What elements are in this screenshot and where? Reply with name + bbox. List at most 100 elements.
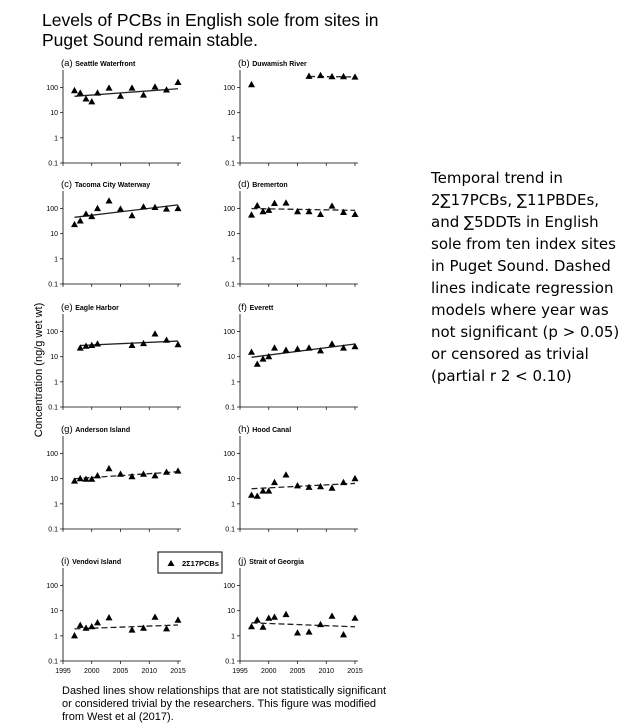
figure-description: Temporal trend in 2∑17PCBs, ∑11PBDEs, an… (431, 169, 620, 385)
data-point (94, 89, 101, 96)
panel-name: Vendovi Island (72, 559, 121, 566)
y-tick-label: 10 (227, 354, 235, 361)
panel-everett: 0.1 1 10 100 (f) Everett (223, 302, 359, 412)
y-tick-label: 0.1 (225, 659, 235, 666)
data-point (82, 95, 90, 102)
data-point (105, 614, 113, 621)
panel-name: Bremerton (252, 182, 287, 189)
panel-title: (a) Seattle Waterfront (61, 58, 136, 69)
trend-line (251, 343, 356, 358)
y-tick-label: 1 (54, 256, 58, 263)
data-point (117, 92, 124, 99)
panel-tacoma-city-waterway: 0.1 1 10 100 (c) Tacoma City Waterway (46, 179, 182, 289)
legend-label: 2Σ17PCBs (182, 559, 219, 568)
panel-letter: (a) (61, 58, 75, 69)
y-tick-label: 100 (223, 583, 235, 590)
panel-title: (b) Duwamish River (238, 58, 307, 69)
panel-title: (j) Strait of Georgia (238, 556, 304, 567)
data-point (76, 474, 84, 482)
data-point (253, 360, 261, 367)
data-point (88, 98, 96, 105)
data-point (259, 207, 267, 215)
data-point (174, 204, 182, 212)
data-point (265, 614, 273, 621)
data-point (340, 631, 347, 638)
data-point (317, 71, 324, 79)
data-point (128, 84, 136, 91)
data-point (282, 199, 290, 206)
y-tick-label: 1 (54, 633, 58, 640)
data-point (71, 220, 78, 228)
panel-letter: (g) (61, 424, 75, 435)
panel-letter: (i) (61, 556, 72, 567)
panel-letter: (d) (238, 179, 252, 190)
y-tick-label: 10 (227, 231, 235, 238)
data-point (105, 464, 113, 472)
data-point (248, 211, 255, 218)
panel-title: (c) Tacoma City Waterway (61, 179, 150, 190)
y-tick-label: 0.1 (48, 161, 58, 168)
panel-title: (g) Anderson Island (61, 424, 130, 435)
data-point (151, 613, 159, 620)
trend-line (80, 340, 179, 347)
data-point (340, 72, 347, 80)
data-point (82, 342, 90, 349)
data-point (94, 204, 101, 212)
data-point (248, 491, 255, 498)
data-point (265, 206, 273, 213)
data-point (271, 344, 278, 351)
data-point (305, 207, 313, 215)
y-tick-label: 100 (46, 206, 58, 213)
panel-title: (f) Everett (238, 302, 274, 313)
panel-duwamish-river: 0.1 1 10 100 (b) Duwamish River (223, 58, 359, 168)
data-point (163, 205, 170, 212)
data-point (128, 626, 136, 633)
data-point (305, 344, 313, 351)
y-tick-label: 100 (223, 329, 235, 336)
panel-letter: (f) (238, 302, 250, 313)
panel-name: Eagle Harbor (75, 305, 119, 312)
y-tick-label: 1 (231, 633, 235, 640)
data-point (259, 355, 267, 362)
y-axis-label: Concentration (ng/g wet wt) (33, 303, 45, 438)
data-point (174, 616, 182, 623)
data-point (340, 478, 347, 486)
x-tick-label: 2015 (170, 668, 186, 675)
data-point (328, 484, 336, 491)
data-point (163, 86, 170, 93)
panel-hood-canal: 0.1 1 10 100 (h) Hood Canal (223, 424, 359, 534)
data-point (294, 207, 301, 215)
data-point (271, 199, 278, 206)
y-tick-label: 100 (46, 329, 58, 336)
x-tick-label: 2005 (113, 668, 129, 675)
data-point (76, 217, 84, 224)
data-point (282, 610, 290, 618)
data-point (351, 73, 359, 80)
data-point (163, 336, 170, 343)
figure-caption: Dashed lines show relationships that are… (62, 685, 387, 723)
data-point (317, 482, 324, 490)
data-point (259, 487, 267, 494)
data-point (305, 628, 313, 635)
data-point (271, 478, 278, 486)
panel-letter: (e) (61, 302, 75, 313)
data-point (117, 470, 124, 477)
panel-vendovi-island: 0.1 1 10 100 1995 2000 2005 2010 2015 (i) Vendovi… (46, 556, 186, 675)
data-point (105, 197, 113, 204)
data-point (305, 483, 313, 490)
y-tick-label: 10 (50, 354, 58, 361)
data-point (82, 475, 90, 482)
data-point (259, 623, 267, 630)
data-point (88, 212, 96, 220)
data-point (328, 612, 336, 619)
data-point (128, 341, 136, 348)
data-point (82, 624, 90, 631)
data-point (76, 89, 84, 96)
data-point (88, 341, 96, 348)
data-point (94, 619, 101, 626)
data-point (340, 208, 347, 215)
trend-line (251, 482, 356, 490)
legend-box (157, 551, 223, 574)
y-tick-label: 1 (54, 135, 58, 142)
panel-eagle-harbor: 0.1 1 10 100 (e) Eagle Harbor (46, 302, 182, 412)
